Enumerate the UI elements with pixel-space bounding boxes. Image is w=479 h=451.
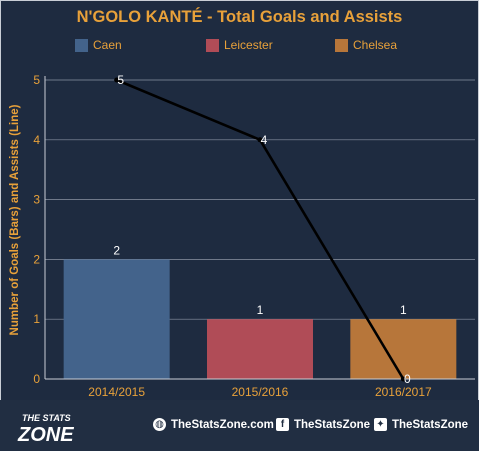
facebook-link[interactable]: f TheStatsZone bbox=[276, 418, 370, 431]
bar-leicester bbox=[207, 319, 313, 379]
brand-logo-line2: ZONE bbox=[17, 424, 74, 444]
legend-item-caen: Caen bbox=[75, 38, 122, 52]
twitter-label: TheStatsZone bbox=[392, 418, 469, 431]
facebook-label: TheStatsZone bbox=[294, 418, 371, 431]
globe-icon: ◍ bbox=[153, 418, 166, 431]
x-tick-label-1: 2015/2016 bbox=[232, 385, 289, 399]
legend-label-caen: Caen bbox=[93, 38, 122, 52]
y-tick-label-1: 1 bbox=[33, 312, 40, 326]
bar-caen bbox=[63, 259, 170, 379]
y-tick-label-3: 3 bbox=[33, 193, 40, 207]
legend-item-chelsea: Chelsea bbox=[335, 38, 397, 52]
y-tick-label-2: 2 bbox=[33, 252, 40, 266]
assists-label-2: 0 bbox=[404, 372, 411, 386]
data-labels: 0 1 2 3 4 5 2 1 1 2014/2015 2015/2016 2016/2017 5 4 0 bbox=[33, 73, 432, 399]
assists-point-0 bbox=[114, 77, 120, 83]
legend-label-leicester: Leicester bbox=[224, 38, 273, 52]
legend: Caen Leicester Chelsea bbox=[0, 38, 479, 54]
plot-area: 0 1 2 3 4 5 2 1 1 2014/2015 2015/2016 2016/2017 5 40 … bbox=[9, 73, 475, 399]
footer-bar: THE STATS ZONE ◍ TheStatsZone.com f TheS… bbox=[0, 400, 479, 451]
website-link[interactable]: ◍ TheStatsZone.com bbox=[153, 418, 274, 431]
brand-logo-line1: THE STATS bbox=[22, 413, 71, 423]
y-tick-label-4: 4 bbox=[33, 133, 40, 147]
legend-swatch-caen bbox=[75, 38, 88, 52]
website-label: TheStatsZone.com bbox=[171, 418, 274, 431]
y-tick-label-0: 0 bbox=[33, 372, 40, 386]
assists-label-0: 5 bbox=[117, 73, 124, 87]
bar-label-leicester: 1 bbox=[257, 303, 264, 317]
x-tick-label-0: 2014/2015 bbox=[88, 385, 145, 399]
assists-label-1: 4 bbox=[261, 133, 268, 147]
bar-chelsea bbox=[350, 319, 457, 379]
bars bbox=[63, 259, 457, 379]
legend-swatch-chelsea bbox=[335, 38, 348, 52]
y-tick-label-5: 5 bbox=[33, 73, 40, 87]
twitter-icon: ✦ bbox=[374, 418, 387, 431]
bar-label-chelsea: 1 bbox=[400, 303, 407, 317]
bar-label-caen: 2 bbox=[113, 243, 120, 257]
assists-point-1 bbox=[257, 137, 263, 143]
facebook-icon: f bbox=[276, 418, 289, 431]
twitter-link[interactable]: ✦ TheStatsZone bbox=[374, 418, 468, 431]
y-axis-title: Number of Goals (Bars) and Assists (Line… bbox=[9, 104, 21, 335]
chart-title: N'GOLO KANTÉ - Total Goals and Assists bbox=[76, 8, 403, 26]
legend-swatch-leicester bbox=[206, 38, 219, 52]
assists-point-2 bbox=[400, 376, 406, 382]
x-tick-label-2: 2016/2017 bbox=[375, 385, 432, 399]
brand-logo: THE STATS ZONE bbox=[17, 413, 74, 444]
assists-line bbox=[114, 77, 406, 382]
legend-label-chelsea: Chelsea bbox=[353, 38, 398, 52]
legend-item-leicester: Leicester bbox=[206, 38, 273, 52]
